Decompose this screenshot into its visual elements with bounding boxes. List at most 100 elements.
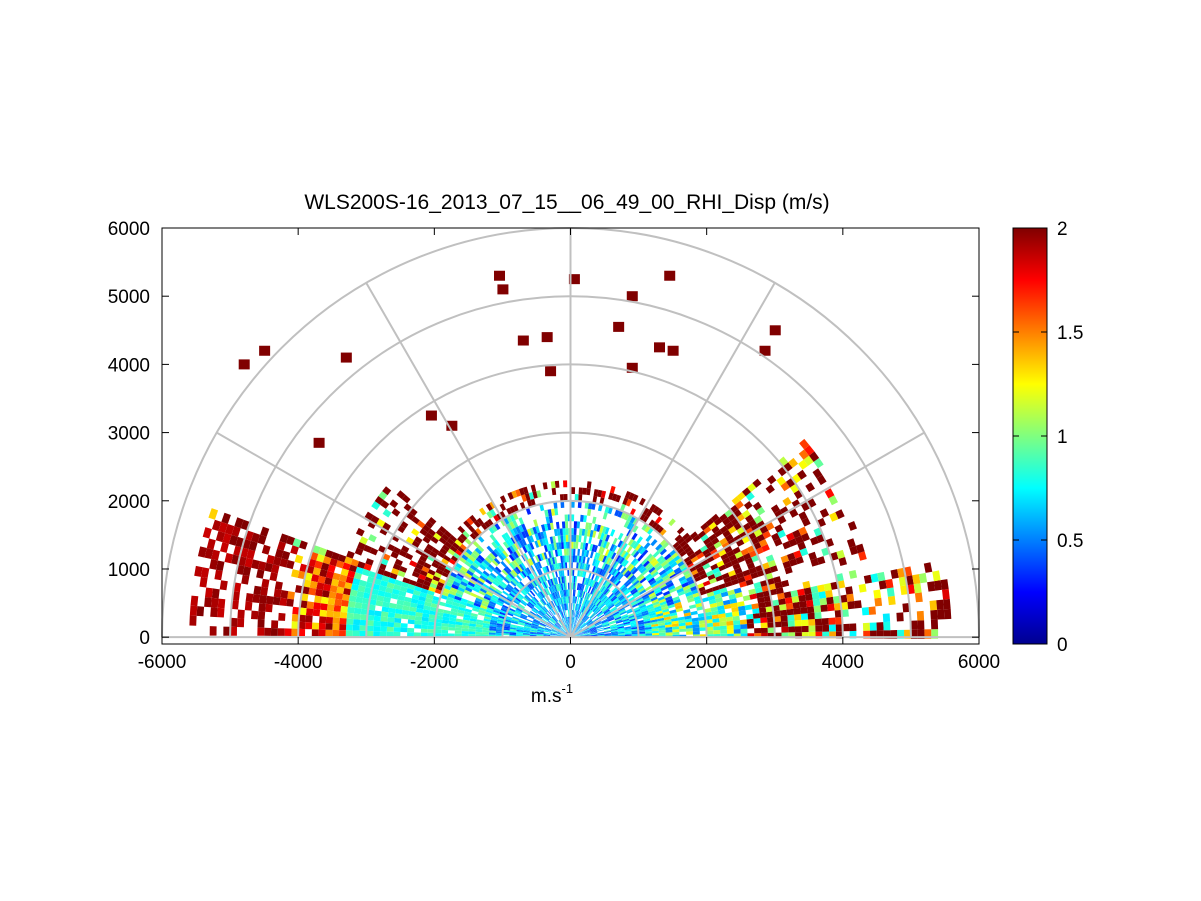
data-cell (516, 628, 524, 631)
data-cell (460, 566, 468, 573)
data-cell (630, 558, 638, 565)
data-cell (753, 515, 763, 524)
data-cell (744, 574, 753, 581)
data-cell (271, 620, 279, 629)
data-cell (582, 628, 590, 632)
data-cell (482, 622, 490, 627)
data-cell (589, 626, 596, 630)
data-cell (359, 630, 367, 637)
data-cell (568, 623, 570, 631)
data-cell (592, 581, 598, 588)
data-cell (594, 607, 600, 614)
data-cell (529, 549, 535, 557)
radial-line (569, 431, 925, 639)
data-cell (616, 591, 623, 598)
data-cell (707, 544, 716, 553)
data-cell (636, 563, 643, 570)
data-cell (550, 617, 557, 623)
data-cell (665, 632, 673, 636)
data-cell (313, 437, 325, 448)
data-cell (736, 571, 744, 579)
data-cell (794, 535, 804, 545)
data-cell (560, 597, 563, 605)
data-cell (638, 602, 646, 607)
data-cell (560, 569, 563, 577)
data-cell (696, 605, 704, 611)
data-cell (488, 574, 496, 581)
data-cell (639, 497, 646, 506)
data-cell (523, 630, 530, 633)
data-cell (415, 581, 424, 589)
data-cell (525, 594, 532, 601)
data-cell (312, 567, 321, 576)
data-cell (936, 599, 944, 610)
data-cell (364, 511, 374, 521)
data-cell (674, 534, 683, 542)
data-cell (655, 516, 663, 524)
data-cell (572, 569, 575, 576)
data-cell (542, 531, 548, 539)
data-cell (461, 625, 469, 629)
data-cell (606, 557, 611, 565)
data-cell (832, 595, 841, 604)
data-cell (189, 605, 198, 616)
data-cell (557, 632, 565, 635)
data-cell (380, 616, 388, 622)
data-cell (557, 633, 564, 636)
data-cell (474, 547, 482, 555)
data-cell (684, 615, 692, 620)
data-cell (576, 631, 584, 635)
data-cell (279, 533, 289, 544)
data-cell (597, 601, 603, 607)
data-cell (817, 584, 826, 593)
data-cell (550, 550, 554, 558)
data-cell (797, 469, 807, 480)
data-cell (603, 626, 611, 630)
data-cell (675, 584, 683, 591)
data-cell (626, 545, 633, 554)
data-cell (469, 623, 477, 627)
data-cell (544, 627, 552, 631)
data-cell (529, 600, 536, 606)
data-cell (544, 581, 549, 588)
data-cell (561, 562, 564, 570)
data-cell (545, 366, 557, 377)
data-cell (305, 608, 314, 616)
colorbar-tick-label: 1 (1057, 427, 1068, 448)
data-cell (815, 625, 823, 632)
data-cell (583, 628, 590, 632)
data-cell (532, 588, 538, 595)
data-cell (713, 626, 721, 631)
data-cell (406, 588, 414, 595)
data-cell (456, 589, 464, 596)
data-cell (510, 604, 517, 610)
data-cell (611, 493, 618, 502)
data-cell (509, 545, 516, 553)
data-cell (358, 579, 367, 587)
data-cell (520, 562, 527, 570)
data-cell (658, 625, 666, 629)
data-cell (794, 620, 802, 627)
x-tick-label: -6000 (138, 652, 187, 673)
data-cell (377, 590, 386, 597)
data-cell (582, 556, 586, 564)
data-cell (646, 603, 654, 609)
data-cell (502, 629, 510, 633)
data-cell (747, 483, 757, 492)
data-cell (522, 634, 530, 636)
data-cell (929, 600, 938, 611)
y-tick-label: 3000 (108, 424, 150, 445)
data-cell (319, 616, 327, 624)
data-cell (630, 576, 637, 583)
data-cell (574, 617, 577, 625)
data-cell (565, 610, 567, 618)
data-cell (542, 617, 549, 622)
data-cell (489, 552, 496, 560)
data-cell (576, 611, 579, 618)
data-cell (458, 603, 467, 609)
data-cell (510, 561, 517, 568)
data-cell (208, 508, 219, 520)
data-cell (284, 628, 292, 636)
data-cell (578, 569, 582, 577)
data-cell (545, 613, 552, 619)
